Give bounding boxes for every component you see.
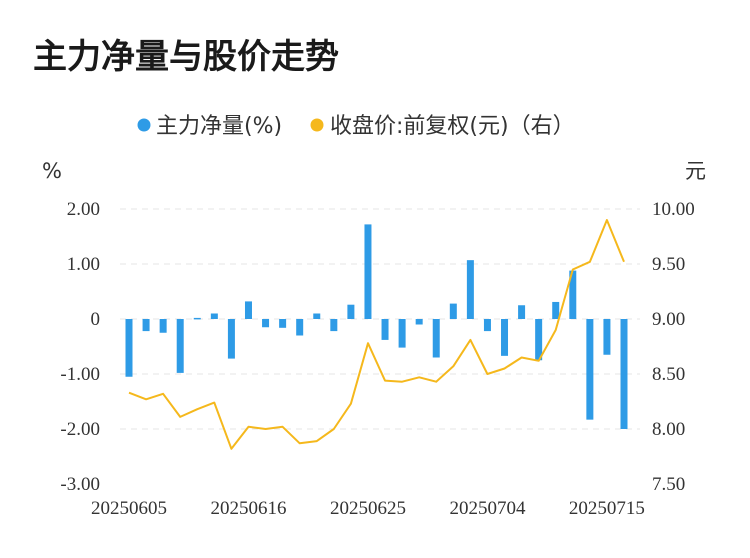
bar <box>244 301 252 319</box>
x-tick-label: 20250715 <box>569 498 645 519</box>
bar <box>159 319 167 333</box>
bar <box>535 319 543 361</box>
bar <box>125 319 133 377</box>
bar <box>552 301 560 319</box>
bar <box>569 270 577 319</box>
bar <box>262 319 270 328</box>
bar <box>586 319 594 420</box>
bar <box>518 305 526 319</box>
legend-bar-swatch <box>137 118 151 132</box>
bar <box>279 319 287 328</box>
bar <box>313 313 321 319</box>
left-axis-ticks: 2.00 1.00 0 -1.00 -2.00 -3.00 <box>60 199 100 495</box>
bar-series <box>125 224 628 429</box>
right-tick-label: 8.50 <box>652 364 685 385</box>
price-line <box>128 219 625 450</box>
x-tick-label: 20250625 <box>330 498 406 519</box>
x-tick-label: 20250605 <box>91 498 167 519</box>
x-axis-ticks: 20250605 20250616 20250625 20250704 20250715 <box>91 498 645 519</box>
right-tick-label: 10.00 <box>652 199 695 220</box>
bar <box>466 260 474 319</box>
bar <box>142 319 150 332</box>
right-tick-label: 8.00 <box>652 419 685 440</box>
left-tick-label: 2.00 <box>67 199 100 220</box>
bar <box>227 319 235 359</box>
left-tick-label: -3.00 <box>60 474 100 495</box>
bar <box>432 319 440 358</box>
right-tick-label: 7.50 <box>652 474 685 495</box>
x-tick-label: 20250616 <box>210 498 286 519</box>
right-axis-unit: 元 <box>685 159 706 183</box>
x-tick-label: 20250704 <box>449 498 526 519</box>
legend-line-swatch <box>310 118 324 132</box>
right-tick-label: 9.50 <box>652 254 685 275</box>
bar <box>193 317 201 320</box>
bar <box>415 319 423 325</box>
bar <box>620 319 628 429</box>
bar <box>364 224 372 319</box>
legend-line-label: 收盘价:前复权(元)（右） <box>330 114 575 139</box>
bar <box>210 313 218 319</box>
bar <box>449 303 457 319</box>
left-tick-label: 0 <box>91 309 101 330</box>
bar <box>296 319 304 336</box>
bar <box>347 304 355 319</box>
bar <box>603 319 611 355</box>
right-axis-ticks: 10.00 9.50 9.00 8.50 8.00 7.50 <box>652 199 695 495</box>
legend: 主力净量(%) 收盘价:前复权(元)（右） <box>137 114 575 139</box>
bar <box>330 319 338 332</box>
bar <box>398 319 406 348</box>
bar <box>501 319 509 356</box>
left-tick-label: -2.00 <box>60 419 100 440</box>
bar <box>381 319 389 340</box>
right-tick-label: 9.00 <box>652 309 685 330</box>
chart-title: 主力净量与股价走势 <box>33 37 339 77</box>
bar <box>483 319 491 332</box>
bar <box>176 319 184 373</box>
left-tick-label: -1.00 <box>60 364 100 385</box>
left-tick-label: 1.00 <box>67 254 100 275</box>
left-axis-unit: % <box>42 159 62 183</box>
legend-bar-label: 主力净量(%) <box>156 114 282 139</box>
